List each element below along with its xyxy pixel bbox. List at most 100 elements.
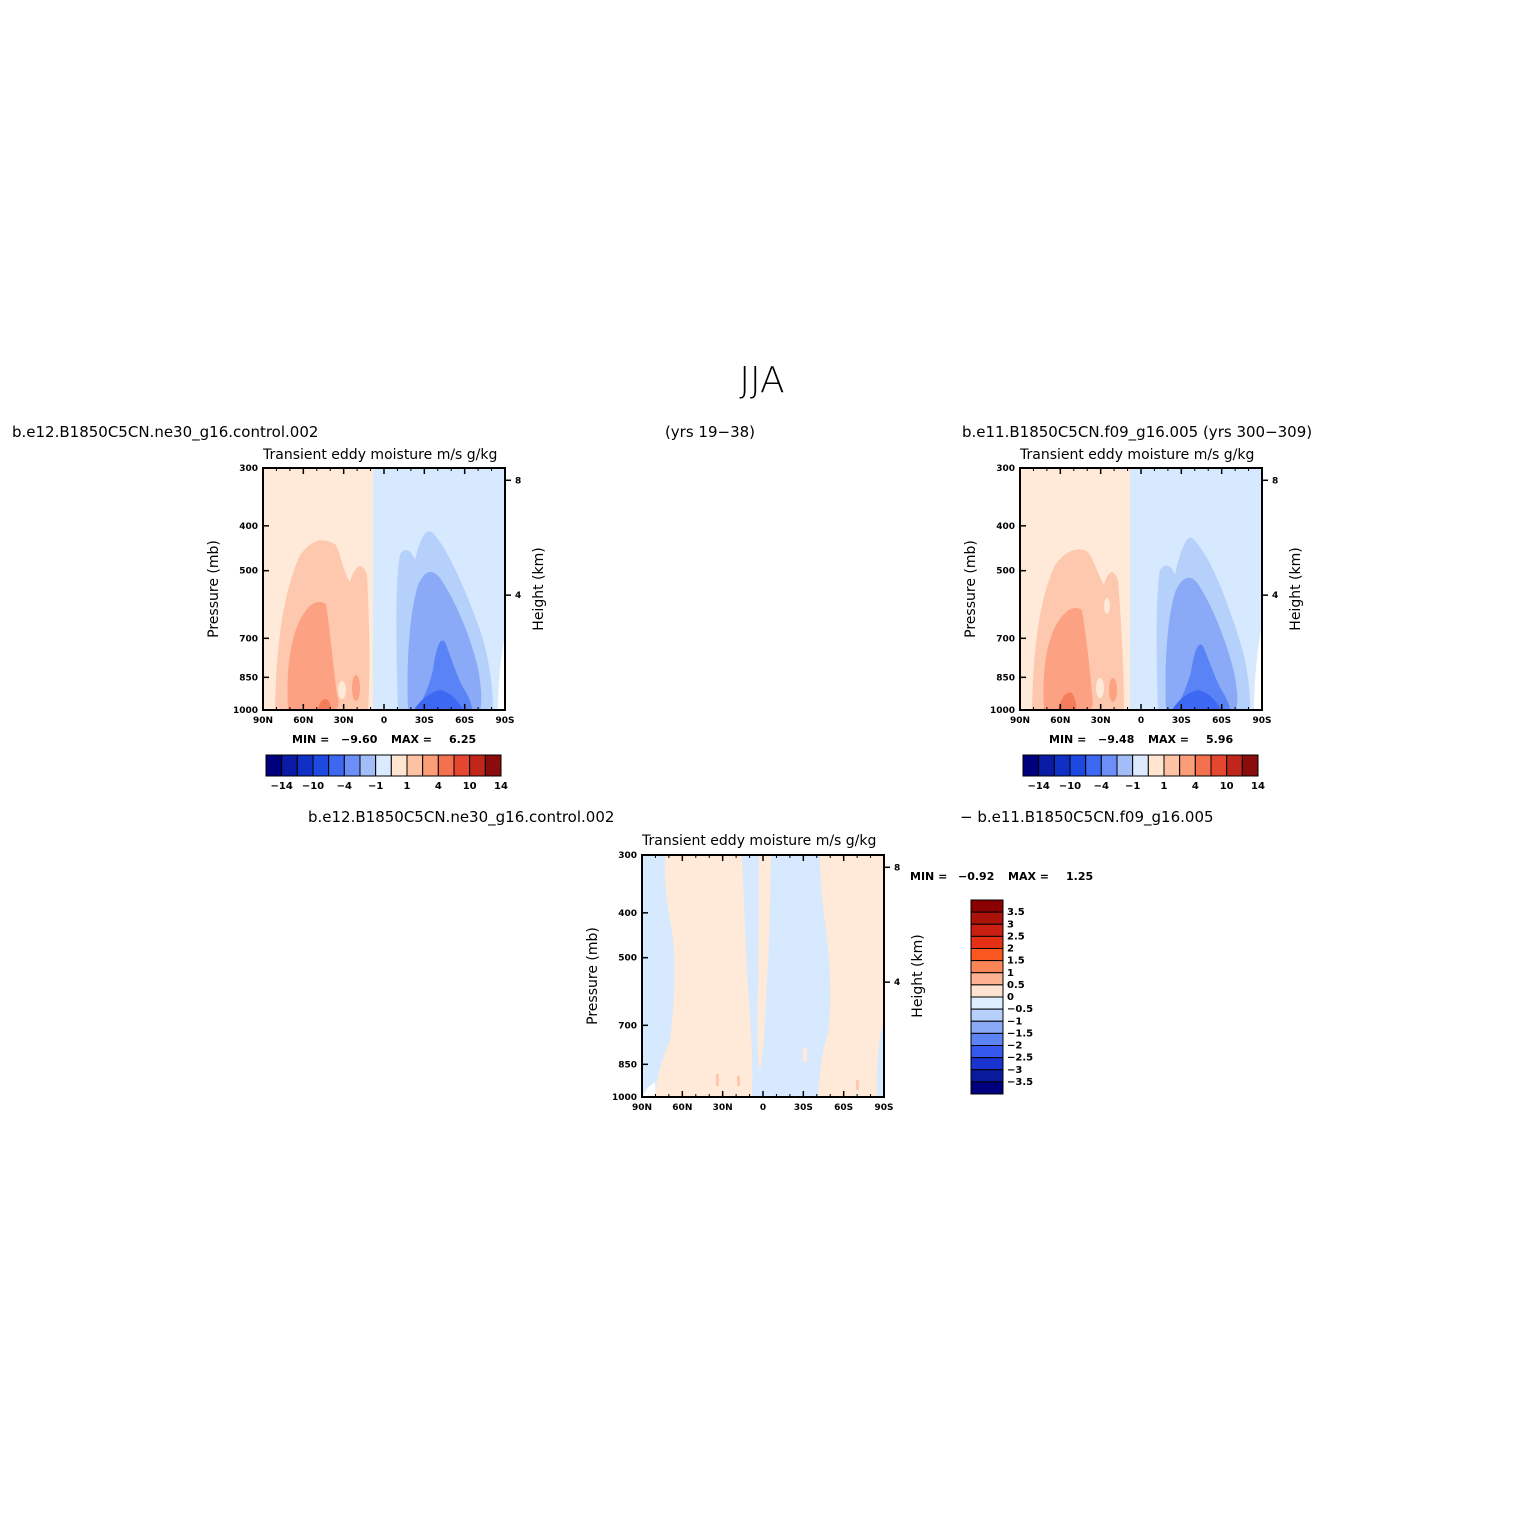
colorbar-swatch — [1085, 754, 1102, 777]
x-tick-label: 30S — [794, 1103, 813, 1113]
y-axis-label: Pressure (mb) — [206, 540, 222, 638]
colorbar-swatch — [1241, 754, 1259, 777]
contour-positive-2-island — [352, 675, 360, 701]
contour-positive-3 — [1043, 607, 1093, 710]
y-tick-label: 700 — [996, 634, 1015, 644]
colorbar-label: 14 — [494, 781, 508, 792]
contour-positive-3 — [287, 601, 339, 710]
contour-negative-sliver — [803, 1048, 807, 1062]
x-tick-label: 0 — [760, 1103, 766, 1113]
colorbar: −14 −10 −4 −1 1 4 10 14 — [1022, 754, 1265, 792]
colorbar-label: −3 — [1007, 1065, 1022, 1076]
x-tick-label: 90N — [1010, 716, 1030, 726]
colorbar-label: 14 — [1251, 781, 1265, 792]
colorbar-swatch — [970, 948, 1004, 962]
y-tick-label: 700 — [239, 634, 258, 644]
x-tick-label: 90S — [495, 716, 514, 726]
contour-positive-4 — [1058, 692, 1077, 710]
colorbar-swatch — [328, 754, 345, 777]
contour-positive-band-2 — [757, 855, 771, 1072]
colorbar-swatch — [970, 996, 1004, 1010]
colorbar-swatch — [296, 754, 314, 777]
contour-positive-4 — [318, 699, 331, 710]
x-tick-label: 60S — [1212, 716, 1231, 726]
min-value: −9.60 — [341, 733, 378, 746]
colorbar-swatch — [312, 754, 330, 777]
colorbar-swatch — [970, 1032, 1004, 1046]
panel-bottom-difference: Transient eddy moisture m/s g/kg 90N 60N 3… — [585, 833, 1093, 1113]
y-tick-label: 400 — [618, 909, 637, 919]
colorbar-swatch — [1132, 754, 1149, 777]
colorbar-swatch — [1038, 754, 1055, 777]
center-years-label: (yrs 19−38) — [665, 423, 755, 441]
colorbar-label: 1 — [404, 781, 411, 792]
colorbar-swatch — [970, 1045, 1004, 1059]
x-tick-label: 90N — [253, 716, 273, 726]
min-value: −9.48 — [1098, 733, 1134, 746]
colorbar-swatch — [1100, 754, 1118, 777]
colorbar-label: −1.5 — [1007, 1028, 1033, 1039]
y-tick-label: 850 — [996, 673, 1015, 683]
colorbar-swatch — [1069, 754, 1087, 777]
colorbar-label: 0.5 — [1007, 980, 1025, 991]
colorbar-label: 0 — [1007, 992, 1014, 1003]
min-label: MIN = — [1049, 733, 1086, 746]
x-tick-label: 30N — [713, 1103, 733, 1113]
plot-title: Transient eddy moisture m/s g/kg — [1019, 447, 1254, 463]
x-tick-label: 60N — [672, 1103, 692, 1113]
colorbar-label: 3 — [1007, 919, 1014, 930]
y-tick-label: 1000 — [990, 706, 1015, 716]
panel-top-left: Transient eddy moisture m/s g/kg 90N 60N 3… — [206, 447, 547, 792]
colorbar-label: −4 — [1094, 781, 1109, 792]
contour-positive-band-3 — [818, 855, 884, 1097]
colorbar-swatch — [970, 1081, 1004, 1095]
x-tick-label: 90S — [874, 1103, 893, 1113]
y-tick-label: 700 — [618, 1021, 637, 1031]
colorbar-label: 3.5 — [1007, 907, 1025, 918]
colorbar-label: −2.5 — [1007, 1053, 1033, 1064]
colorbar-label: −14 — [271, 781, 293, 792]
contour-zero-edge — [498, 635, 505, 710]
colorbar-swatch — [359, 754, 377, 777]
colorbar-label: 1.5 — [1007, 956, 1025, 967]
colorbar-label: −3.5 — [1007, 1077, 1033, 1088]
x-tick-label: 0 — [1138, 716, 1144, 726]
contour-field — [1020, 468, 1262, 710]
panel-top-right: Transient eddy moisture m/s g/kg 90N 60N 3… — [963, 447, 1304, 792]
contour-negative-3 — [407, 571, 482, 710]
y-tick-label: 300 — [996, 464, 1015, 474]
y-axis-label: Pressure (mb) — [585, 927, 601, 1025]
max-label: MAX = — [391, 733, 432, 746]
contour-negative-4 — [418, 640, 472, 710]
x-tick-label: 60N — [1050, 716, 1070, 726]
y-tick-label: 400 — [239, 522, 258, 532]
contour-positive-1-island — [338, 681, 346, 699]
min-max-readout: MIN = −9.60 MAX = 6.25 — [292, 733, 476, 746]
colorbar-swatch — [1022, 754, 1040, 777]
x-tick-label: 30N — [1091, 716, 1111, 726]
x-tick-label: 30S — [1172, 716, 1191, 726]
colorbar-swatch — [970, 1057, 1004, 1071]
figure-title: JJA — [739, 360, 784, 401]
axes: 90N 60N 30N 0 30S 60S 90S 300 400 500 700 850 1000 8 4 — [612, 851, 900, 1113]
colorbar-swatch — [390, 754, 408, 777]
min-value: −0.92 — [958, 870, 994, 883]
contour-field — [642, 855, 884, 1097]
y-tick-label: 1000 — [233, 706, 258, 716]
max-value: 6.25 — [449, 733, 476, 746]
y2-tick-label: 8 — [894, 863, 900, 873]
max-label: MAX = — [1008, 870, 1049, 883]
colorbar-swatch — [970, 923, 1004, 937]
y-tick-label: 400 — [996, 522, 1015, 532]
colorbar-swatch — [970, 1069, 1004, 1083]
colorbar-swatch — [343, 754, 361, 777]
left-model-label: b.e12.B1850C5CN.ne30_g16.control.002 — [12, 423, 318, 442]
colorbar-swatch — [1226, 754, 1243, 777]
colorbar-swatch — [970, 935, 1004, 949]
y2-tick-label: 4 — [894, 978, 900, 988]
contour-positive-2-island — [1109, 678, 1117, 702]
colorbar-label: −10 — [1059, 781, 1081, 792]
colorbar-label: −2 — [1007, 1041, 1022, 1052]
right-model-label: b.e11.B1850C5CN.f09_g16.005 (yrs 300−309… — [962, 423, 1312, 442]
colorbar-label: −10 — [302, 781, 324, 792]
